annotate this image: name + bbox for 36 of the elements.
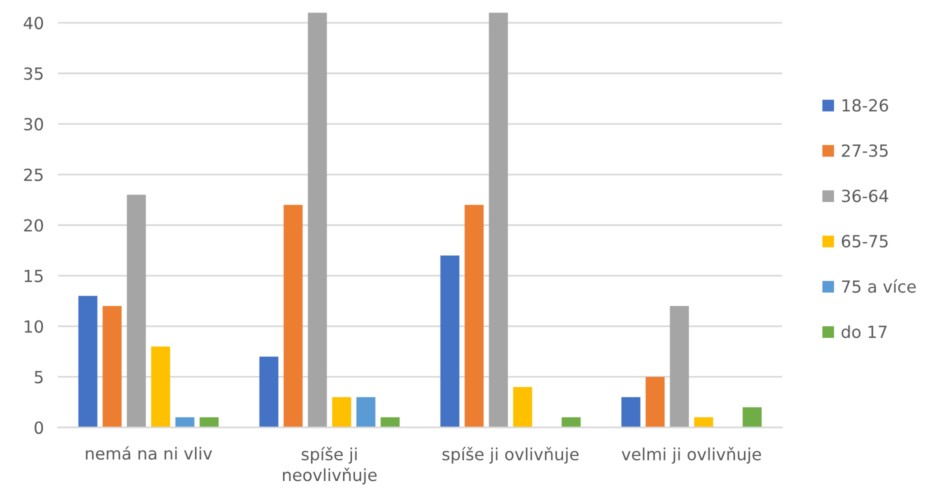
y-tick-label: 15 (24, 270, 43, 282)
bar (126, 194, 146, 428)
y-tick-label: 40 (24, 16, 44, 30)
bar (259, 356, 278, 428)
y-tick-label: 30 (24, 118, 44, 131)
legend-label: 65-75 (842, 234, 888, 248)
bar (513, 386, 532, 428)
bar (464, 204, 484, 428)
bar (646, 376, 665, 428)
bar (488, 12, 508, 428)
x-tick-label: spíše ji ovlivňuje (442, 446, 579, 464)
legend-label: 75 a více (842, 279, 916, 293)
bar (621, 397, 640, 428)
y-tick-label: 35 (24, 67, 43, 80)
bar (332, 397, 352, 428)
y-tick-label: 10 (24, 320, 44, 333)
bar (102, 306, 122, 428)
bar (308, 12, 327, 428)
x-tick-label: velmi ji ovlivňuje (622, 446, 761, 464)
legend-label: 36-64 (842, 190, 888, 202)
legend-label: 27-35 (842, 144, 888, 157)
y-tick-label: 25 (24, 168, 43, 182)
y-tick-label: 20 (24, 219, 44, 232)
legend-label: do 17 (842, 325, 887, 338)
bar (151, 346, 170, 428)
x-tick-label: spíše ji neovlivňuje (283, 446, 377, 484)
legend-label: 18-26 (842, 99, 888, 112)
bar (742, 407, 762, 428)
bar (440, 255, 460, 428)
y-tick-label: 0 (34, 421, 44, 434)
bar (356, 397, 376, 428)
bar (670, 306, 689, 428)
y-tick-label: 5 (34, 371, 43, 384)
bar (78, 296, 98, 428)
x-tick-label: nemá na ni vliv (86, 446, 212, 460)
bar (284, 204, 303, 428)
